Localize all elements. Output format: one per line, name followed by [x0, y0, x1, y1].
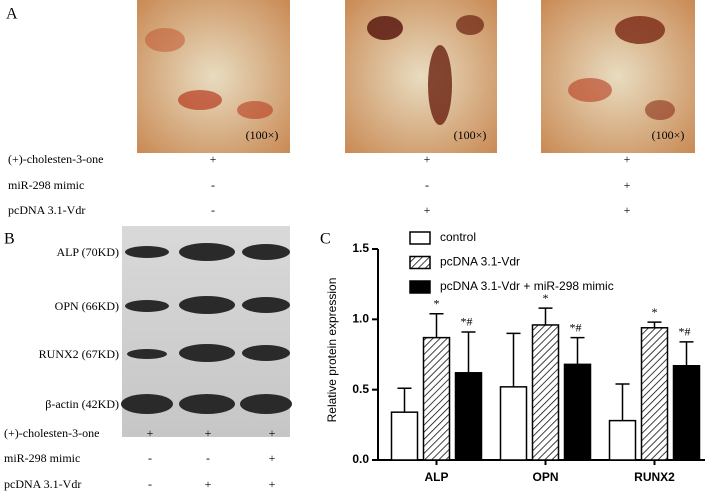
error-bar	[538, 307, 553, 325]
treatment-mark: +	[424, 203, 431, 217]
panel-label: B	[4, 231, 15, 248]
magnification: (100×)	[246, 128, 279, 142]
band	[125, 300, 169, 312]
treatment-mark: +	[624, 152, 631, 166]
row-label: miR-298 mimic	[4, 451, 80, 465]
error-bar	[429, 312, 444, 338]
band	[179, 344, 235, 362]
legend-swatch	[409, 231, 431, 245]
band	[121, 394, 173, 414]
micrographs	[137, 0, 695, 153]
band-label: β-actin (42KD)	[45, 397, 119, 411]
stain	[615, 16, 665, 44]
error-bar	[615, 383, 630, 421]
y-tick-label: 0.0	[352, 452, 369, 466]
band	[179, 243, 235, 261]
band-label: ALP (70KD)	[56, 245, 119, 259]
treatment-mark: -	[425, 178, 429, 192]
stain	[367, 16, 403, 40]
y-tick-label: 0.5	[352, 382, 369, 396]
significance: *#	[679, 325, 691, 339]
treatment-mark: +	[624, 178, 631, 192]
row-label: (+)-cholesten-3-one	[8, 152, 103, 166]
stain	[178, 90, 222, 110]
treatment-mark: +	[624, 203, 631, 217]
treatment-mark: +	[210, 152, 217, 166]
treatment-mark: +	[147, 426, 154, 440]
band	[240, 394, 292, 414]
treatment-mark: +	[269, 477, 276, 491]
row-label: pcDNA 3.1-Vdr	[4, 477, 81, 491]
band	[125, 246, 169, 258]
stain	[237, 101, 273, 119]
row-label: (+)-cholesten-3-one	[4, 426, 99, 440]
treatment-mark: -	[148, 451, 152, 465]
panel-label: C	[320, 231, 331, 248]
band	[242, 244, 290, 260]
bar	[390, 411, 419, 461]
treatment-mark: +	[269, 451, 276, 465]
micrograph	[137, 0, 290, 153]
band	[242, 297, 290, 313]
treatment-mark: +	[269, 426, 276, 440]
error-bar	[506, 332, 521, 387]
bar	[563, 363, 592, 461]
significance: *	[434, 296, 440, 310]
stain	[645, 100, 675, 120]
band-label: OPN (66KD)	[55, 299, 119, 313]
stain	[568, 78, 612, 102]
treatment-mark: +	[205, 477, 212, 491]
magnification: (100×)	[652, 128, 685, 142]
significance: *	[543, 291, 549, 305]
band	[127, 349, 167, 359]
treatment-mark: -	[211, 203, 215, 217]
bar	[422, 336, 451, 461]
legend-label: pcDNA 3.1-Vdr + miR-298 mimic	[440, 279, 614, 293]
magnification: (100×)	[454, 128, 487, 142]
x-tick-label: OPN	[532, 470, 558, 484]
error-bar	[647, 321, 662, 328]
treatment-mark: +	[424, 152, 431, 166]
treatment-mark: -	[148, 477, 152, 491]
x-tick-label: RUNX2	[634, 470, 675, 484]
legend-label: pcDNA 3.1-Vdr	[440, 255, 520, 269]
x-tick-label: ALP	[425, 470, 449, 484]
band	[179, 296, 235, 314]
significance: *#	[461, 315, 473, 329]
treatment-mark: -	[211, 178, 215, 192]
y-tick-label: 1.0	[352, 312, 369, 326]
bar	[499, 386, 528, 461]
band	[242, 345, 290, 361]
legend-swatch	[409, 255, 431, 270]
legend-swatch	[409, 280, 431, 294]
blot-bands	[121, 243, 292, 414]
stain	[456, 15, 484, 35]
significance: *	[652, 305, 658, 319]
stain	[145, 28, 185, 52]
bar	[672, 365, 701, 461]
legend-label: control	[440, 230, 476, 244]
bar	[608, 419, 637, 461]
band	[179, 394, 235, 414]
panel-label: A	[6, 6, 18, 23]
significance: *#	[570, 320, 582, 334]
y-axis-label: Relative protein expression	[325, 278, 339, 423]
stain	[428, 45, 452, 125]
row-label: miR-298 mimic	[8, 178, 84, 192]
bar	[640, 327, 669, 461]
error-bar	[461, 331, 476, 373]
bar	[531, 324, 560, 461]
error-bar	[679, 341, 694, 366]
treatment-mark: +	[205, 426, 212, 440]
bar	[454, 372, 483, 461]
error-bar	[570, 336, 585, 365]
row-label: pcDNA 3.1-Vdr	[8, 203, 85, 217]
treatment-mark: -	[206, 451, 210, 465]
y-tick-label: 1.5	[352, 241, 369, 255]
band-label: RUNX2 (67KD)	[39, 347, 119, 361]
error-bar	[397, 387, 412, 413]
